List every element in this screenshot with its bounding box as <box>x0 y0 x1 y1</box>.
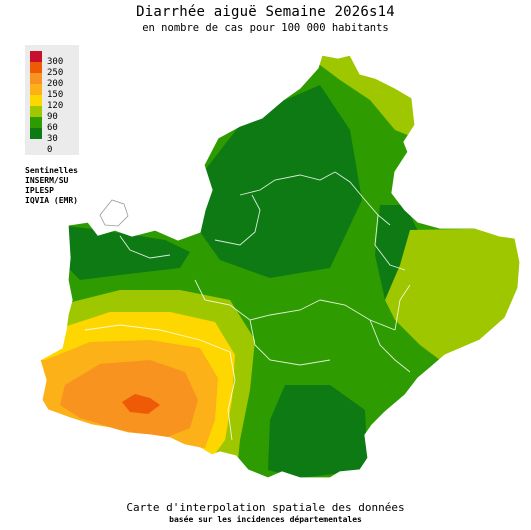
legend-label: 90 <box>47 112 58 122</box>
map-subtitle: en nombre de cas pour 100 000 habitants <box>142 22 389 34</box>
source-iqvia: IQVIA (EMR) <box>25 196 78 205</box>
legend: 300 250 200 150 120 90 60 30 0 <box>25 45 79 155</box>
legend-swatch <box>30 51 42 62</box>
source-iplesp: IPLESP <box>25 186 54 195</box>
source-sentinelles: Sentinelles <box>25 166 78 175</box>
legend-label: 30 <box>47 134 58 144</box>
legend-label: 120 <box>47 101 64 111</box>
legend-swatch <box>30 106 42 117</box>
legend-label: 200 <box>47 79 64 89</box>
footer-line-1: Carte d'interpolation spatiale des donné… <box>126 501 405 514</box>
legend-swatch <box>30 95 42 106</box>
region-outline <box>39 54 521 479</box>
source-inserm: INSERM/SU <box>25 176 69 185</box>
legend-label: 150 <box>47 90 64 100</box>
map-title: Diarrhée aiguë Semaine 2026s14 <box>136 4 395 20</box>
legend-label: 250 <box>47 68 64 78</box>
legend-label: 60 <box>47 123 58 133</box>
legend-swatch <box>30 84 42 95</box>
legend-label: 0 <box>47 145 53 155</box>
legend-swatch <box>30 117 42 128</box>
footer-line-2: basée sur les incidences départementales <box>169 515 362 524</box>
legend-label: 300 <box>47 57 64 67</box>
department-borders <box>84 171 411 441</box>
neighbor-outline <box>99 199 129 227</box>
legend-swatch <box>30 73 42 84</box>
sources-list: Sentinelles INSERM/SU IPLESP IQVIA (EMR) <box>25 166 78 206</box>
legend-swatch <box>30 128 42 139</box>
legend-swatch <box>30 62 42 73</box>
